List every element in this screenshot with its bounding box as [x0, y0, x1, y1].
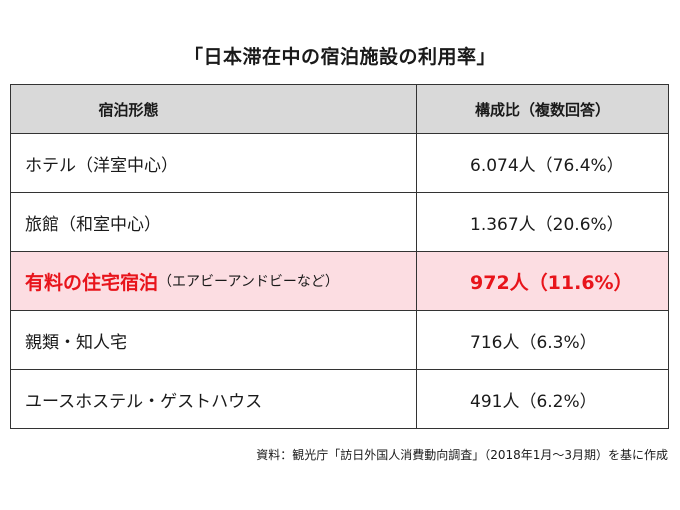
ratio-value-cell: 491人（6.2%）	[470, 391, 597, 412]
table-row: ホテル（洋室中心） 6.074人（76.4%）	[11, 133, 668, 192]
highlight-type-main: 有料の住宅宿泊	[25, 271, 159, 294]
table-title: 「日本滞在中の宿泊施設の利用率」	[183, 46, 496, 68]
table-header-row: 宿泊形態 構成比（複数回答）	[11, 85, 668, 133]
ratio-value-cell: 716人（6.3%）	[470, 332, 597, 353]
highlight-value: 972人（11.6%）	[470, 271, 633, 294]
header-accommodation-type: 宿泊形態	[11, 85, 417, 133]
accommodation-type-cell: 親類・知人宅	[11, 311, 417, 369]
accommodation-type-cell: 有料の住宅宿泊 （エアビーアンドビーなど）	[11, 252, 417, 310]
ratio-value-cell: 972人（11.6%）	[417, 252, 668, 310]
table-row: 旅館（和室中心） 1.367人（20.6%）	[11, 192, 668, 251]
ratio-value-cell: 6.074人（76.4%）	[470, 155, 624, 176]
highlight-type-sub: （エアビーアンドビーなど）	[158, 274, 339, 290]
accommodation-type-cell: ユースホステル・ゲストハウス	[11, 370, 417, 428]
accommodation-type-cell: ホテル（洋室中心）	[11, 134, 417, 192]
table-row: ユースホステル・ゲストハウス 491人（6.2%）	[11, 369, 668, 428]
accommodation-table: 宿泊形態 構成比（複数回答） ホテル（洋室中心） 6.074人（76.4%） 旅…	[10, 84, 669, 429]
table-row-highlighted: 有料の住宅宿泊 （エアビーアンドビーなど） 972人（11.6%）	[11, 251, 668, 310]
header-composition-ratio: 構成比（複数回答）	[474, 100, 610, 119]
ratio-value-cell: 1.367人（20.6%）	[470, 214, 624, 235]
table-row: 親類・知人宅 716人（6.3%）	[11, 310, 668, 369]
accommodation-type-cell: 旅館（和室中心）	[11, 193, 417, 251]
source-note: 資料：観光庁「訪日外国人消費動向調査」（2018年1月〜3月期）を基に作成	[256, 448, 668, 462]
